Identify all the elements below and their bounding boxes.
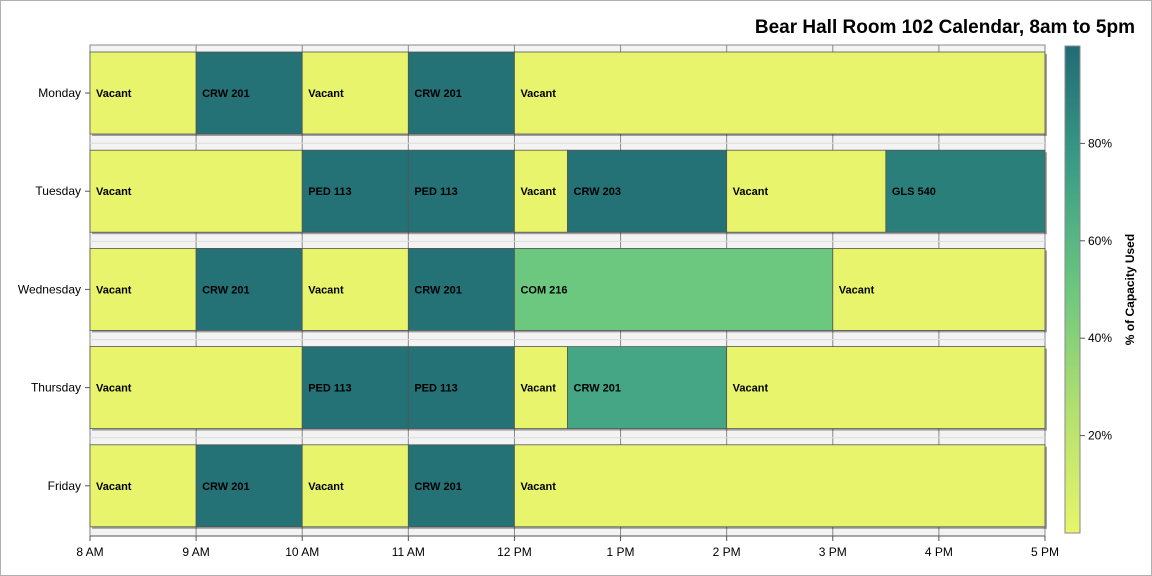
plot-area: Vacant CRW 201 Vacant CRW 201 Vacant Vacant PE…: [89, 44, 1047, 537]
block-label: Vacant: [96, 88, 132, 100]
schedule-block[interactable]: [514, 149, 568, 233]
schedule-block[interactable]: [301, 444, 409, 528]
y-tick-label: Thursday: [31, 381, 81, 395]
schedule-block[interactable]: [567, 346, 728, 430]
x-tick-label: 12 PM: [497, 545, 532, 559]
block-label: Vacant: [96, 383, 132, 395]
x-axis: 8 AM 9 AM 10 AM 11 AM 12 PM 1 PM 2 PM 3 PM 4 PM 5…: [76, 535, 1059, 559]
schedule-block[interactable]: [195, 444, 303, 528]
schedule-block[interactable]: [89, 444, 197, 528]
schedule-block[interactable]: [407, 346, 515, 430]
block-label: Vacant: [96, 481, 132, 493]
schedule-block[interactable]: [301, 247, 409, 331]
schedule-block[interactable]: [407, 247, 515, 331]
schedule-block[interactable]: [89, 346, 303, 430]
day-row-tuesday: Vacant PED 113 PED 113 Vacant CRW 203 Vacant G…: [89, 149, 1047, 235]
block-label: Vacant: [96, 284, 132, 296]
schedule-block[interactable]: [726, 149, 887, 233]
schedule-block[interactable]: [89, 149, 303, 233]
block-label: CRW 201: [414, 481, 461, 493]
y-tick-label: Monday: [38, 86, 81, 100]
x-tick-label: 1 PM: [607, 545, 635, 559]
day-row-thursday: Vacant PED 113 PED 113 Vacant CRW 201 Vacant: [89, 346, 1047, 431]
block-label: GLS 540: [892, 186, 936, 198]
block-label: CRW 201: [202, 88, 249, 100]
colorbar-tick-label: 40%: [1088, 331, 1112, 345]
colorbar-gradient: [1064, 45, 1081, 534]
x-tick-label: 5 PM: [1031, 545, 1059, 559]
colorbar-tick-label: 60%: [1088, 234, 1112, 248]
colorbar-label: % of Capacity Used: [1123, 234, 1137, 345]
y-tick-label: Tuesday: [35, 184, 81, 198]
block-label: Vacant: [839, 284, 875, 296]
x-tick-label: 4 PM: [925, 545, 953, 559]
schedule-block[interactable]: [301, 51, 409, 135]
schedule-block[interactable]: [514, 346, 568, 430]
schedule-block[interactable]: [885, 149, 1046, 233]
block-label: PED 113: [414, 383, 457, 395]
schedule-block[interactable]: [301, 346, 409, 430]
block-label: CRW 201: [414, 284, 461, 296]
block-label: CRW 201: [202, 284, 249, 296]
block-label: Vacant: [520, 383, 556, 395]
block-label: Vacant: [520, 88, 556, 100]
day-row-friday: Vacant CRW 201 Vacant CRW 201 Vacant: [89, 444, 1047, 529]
block-label: PED 113: [308, 383, 351, 395]
schedule-block[interactable]: [514, 444, 1046, 528]
schedule-block[interactable]: [407, 444, 515, 528]
y-axis: Monday Tuesday Wednesday Thursday Friday: [18, 86, 90, 493]
x-tick-label: 2 PM: [713, 545, 741, 559]
schedule-block[interactable]: [514, 51, 1046, 135]
block-label: CRW 201: [414, 88, 461, 100]
schedule-block[interactable]: [407, 51, 515, 135]
colorbar-legend: 20% 40% 60% 80% % of Capacity Used: [1064, 45, 1137, 534]
block-label: Vacant: [308, 481, 344, 493]
schedule-block[interactable]: [195, 247, 303, 331]
x-tick-label: 8 AM: [76, 545, 103, 559]
schedule-block[interactable]: [514, 247, 834, 331]
block-label: CRW 201: [574, 383, 621, 395]
schedule-block[interactable]: [567, 149, 728, 233]
schedule-block[interactable]: [407, 149, 515, 233]
x-tick-label: 11 AM: [392, 545, 425, 559]
chart-title: Bear Hall Room 102 Calendar, 8am to 5pm: [755, 17, 1135, 38]
x-tick-label: 10 AM: [285, 545, 319, 559]
block-label: Vacant: [308, 88, 344, 100]
block-label: CRW 203: [574, 186, 621, 198]
schedule-block[interactable]: [301, 149, 409, 233]
schedule-block[interactable]: [195, 51, 303, 135]
day-row-wednesday: Vacant CRW 201 Vacant CRW 201 COM 216 Vacant: [89, 247, 1047, 333]
schedule-block[interactable]: [89, 247, 197, 331]
schedule-block[interactable]: [89, 51, 197, 135]
block-label: Vacant: [733, 186, 769, 198]
block-label: Vacant: [520, 186, 556, 198]
x-tick-label: 9 AM: [182, 545, 209, 559]
block-label: PED 113: [414, 186, 457, 198]
colorbar-tick-label: 20%: [1088, 429, 1112, 443]
block-label: PED 113: [308, 186, 351, 198]
schedule-block[interactable]: [832, 247, 1046, 331]
x-tick-label: 3 PM: [819, 545, 847, 559]
schedule-block[interactable]: [726, 346, 1046, 430]
block-label: CRW 201: [202, 481, 249, 493]
block-label: Vacant: [733, 383, 769, 395]
colorbar-tick-label: 80%: [1088, 136, 1112, 150]
day-row-monday: Vacant CRW 201 Vacant CRW 201 Vacant: [89, 51, 1047, 136]
block-label: Vacant: [520, 481, 556, 493]
block-label: Vacant: [308, 284, 344, 296]
y-tick-label: Wednesday: [18, 282, 81, 296]
block-label: Vacant: [96, 186, 132, 198]
y-tick-label: Friday: [48, 479, 81, 493]
block-label: COM 216: [520, 284, 567, 296]
